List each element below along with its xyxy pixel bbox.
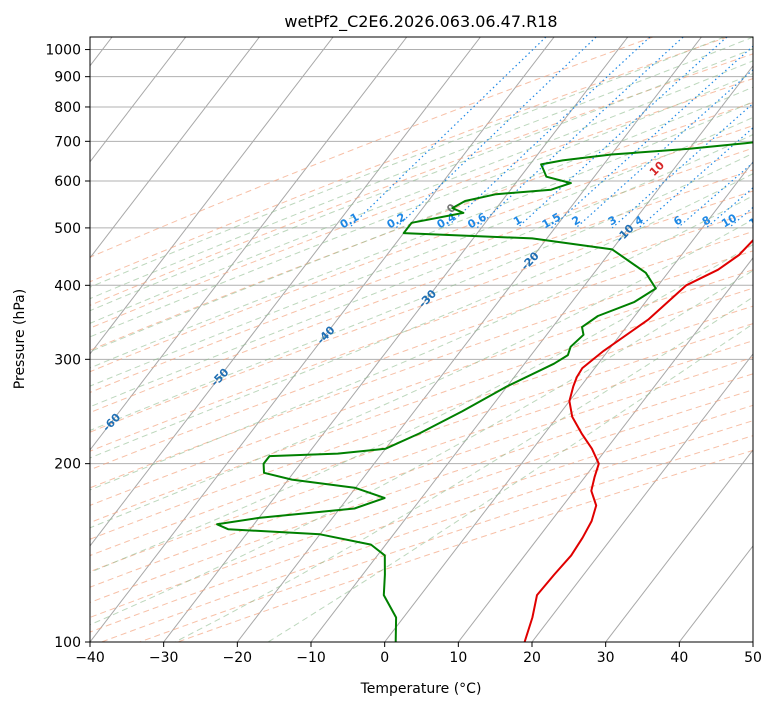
profiles bbox=[216, 141, 753, 642]
x-tick-label: −20 bbox=[223, 650, 253, 666]
isotherm-line bbox=[90, 37, 334, 355]
x-tick-label: 0 bbox=[380, 650, 389, 666]
isotherm-line bbox=[457, 257, 753, 642]
plot-background bbox=[90, 37, 753, 642]
mixing-ratio-line bbox=[445, 37, 651, 229]
isotherm-line bbox=[384, 161, 753, 642]
x-tick-label: 20 bbox=[523, 650, 541, 666]
isotherm-line bbox=[236, 37, 702, 642]
y-tick-label: 700 bbox=[54, 134, 81, 150]
dry-adiabat-line bbox=[90, 287, 753, 524]
dry-adiabat-line bbox=[90, 250, 753, 489]
x-axis-label: Temperature (°C) bbox=[360, 681, 482, 697]
x-tick-label: 50 bbox=[744, 650, 762, 666]
y-tick-label: 900 bbox=[54, 70, 81, 86]
isotherm-line bbox=[163, 37, 629, 642]
dry-adiabat-line bbox=[90, 169, 753, 414]
y-tick-label: 500 bbox=[54, 221, 81, 237]
mixing-ratio-label: 13 bbox=[747, 211, 767, 230]
isotherm-line bbox=[90, 37, 260, 259]
moist-adiabat-line bbox=[90, 60, 753, 324]
mixing-ratio-line bbox=[395, 37, 597, 229]
temperature-profile-line bbox=[523, 238, 753, 642]
x-axis: −40 −30 −20 −10 0 10 20 30 40 50 bbox=[75, 642, 762, 666]
x-tick-label: 30 bbox=[597, 650, 615, 666]
mixing-ratio-line bbox=[575, 68, 753, 229]
dry-adiabat-line bbox=[90, 356, 753, 588]
isotherm-line bbox=[605, 449, 753, 642]
mixing-ratio-line bbox=[348, 37, 547, 229]
x-tick-label: −30 bbox=[149, 650, 179, 666]
mixing-ratio-line bbox=[638, 127, 753, 229]
moist-adiabat-line bbox=[90, 86, 753, 353]
dry-adiabat-line bbox=[90, 37, 654, 258]
moist-adiabat-line bbox=[90, 73, 753, 338]
x-tick-label: 40 bbox=[670, 650, 688, 666]
moist-adiabat-line bbox=[90, 173, 753, 459]
y-tick-label: 200 bbox=[54, 457, 81, 473]
isotherm-line bbox=[531, 353, 753, 642]
dry-adiabat-line bbox=[90, 340, 753, 573]
chart-title: wetPf2_C2E6.2026.063.06.47.R18 bbox=[284, 12, 557, 32]
isotherm-label: -70 bbox=[0, 465, 8, 489]
isotherm-line bbox=[90, 37, 187, 163]
dry-adiabat-line bbox=[90, 125, 753, 373]
y-axis-label: Pressure (hPa) bbox=[12, 289, 28, 389]
isotherm-line bbox=[90, 37, 555, 642]
dry-adiabat-line bbox=[90, 78, 753, 329]
isotherm-line bbox=[90, 37, 481, 547]
moist-adiabat-line bbox=[90, 37, 753, 300]
moist-adiabat-line bbox=[90, 48, 753, 312]
dry-adiabat-line bbox=[90, 190, 753, 433]
x-tick-label: −40 bbox=[75, 650, 105, 666]
y-tick-label: 300 bbox=[54, 352, 81, 368]
isotherm-line bbox=[90, 37, 408, 451]
y-tick-label: 800 bbox=[54, 100, 81, 116]
moist-adiabat-line bbox=[90, 37, 725, 288]
moist-adiabat-line bbox=[90, 195, 753, 491]
y-axis: 100 200 300 400 500 600 700 800 900 1000 bbox=[45, 43, 90, 651]
dry-adiabat-line bbox=[90, 389, 753, 618]
mixing-ratio-line bbox=[756, 37, 775, 228]
dry-adiabat-line bbox=[90, 305, 753, 540]
x-tick-label: −10 bbox=[296, 650, 326, 666]
dewpoint-profile-line bbox=[216, 141, 753, 642]
y-tick-label: 600 bbox=[54, 174, 81, 190]
y-tick-label: 1000 bbox=[45, 43, 81, 59]
plot-frame bbox=[89, 36, 754, 643]
mixing-ratio-label: 16 bbox=[769, 211, 775, 230]
x-tick-label: 10 bbox=[449, 650, 467, 666]
mixing-ratio-line bbox=[550, 45, 753, 229]
moist-adiabat-line bbox=[174, 296, 753, 642]
y-tick-label: 100 bbox=[54, 635, 81, 651]
y-tick-label: 400 bbox=[54, 278, 81, 294]
isotherm-line bbox=[752, 641, 753, 642]
moist-adiabat-line bbox=[90, 134, 753, 408]
dry-adiabat-line bbox=[90, 37, 728, 283]
